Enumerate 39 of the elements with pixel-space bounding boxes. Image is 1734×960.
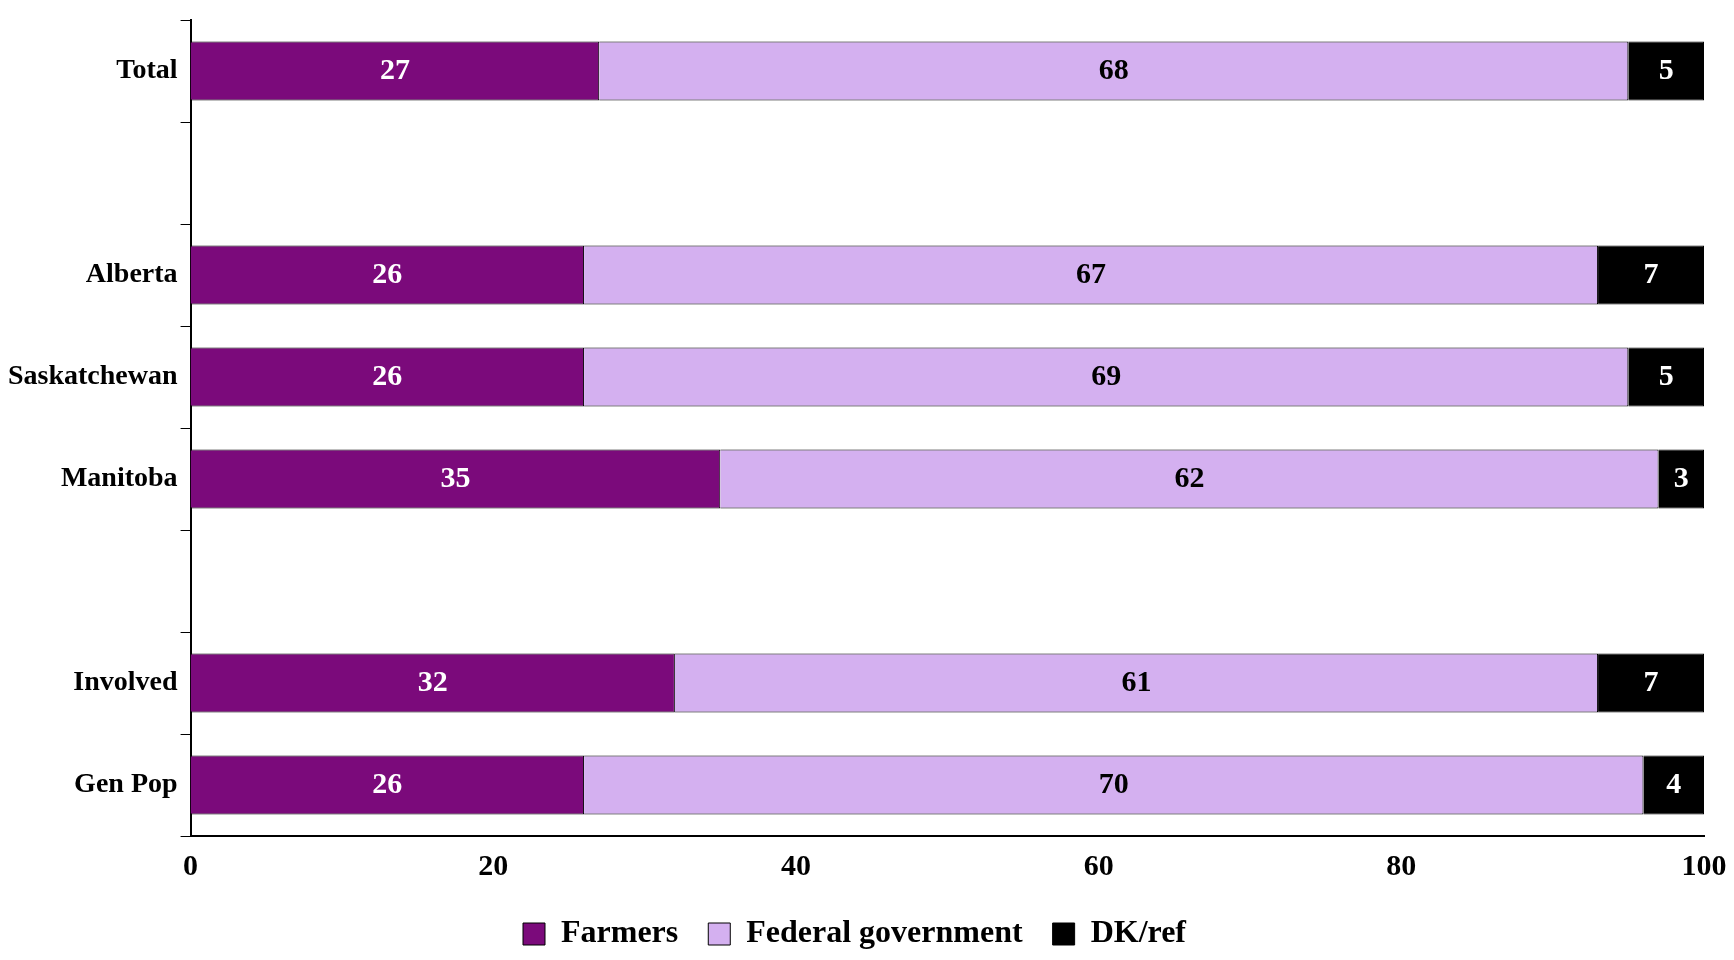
data-label: 27 [379, 51, 410, 85]
legend-label: Farmers [561, 913, 679, 950]
legend-label: Federal government [746, 913, 1023, 950]
data-label: 70 [1098, 765, 1129, 799]
x-tick-label: 20 [478, 847, 509, 881]
data-label: 68 [1098, 51, 1129, 85]
legend-label: DK/ref [1090, 913, 1187, 950]
data-label: 62 [1174, 459, 1205, 493]
y-tick-label: Alberta [85, 257, 178, 289]
data-label: 35 [440, 459, 471, 493]
bar [1658, 449, 1704, 509]
data-label: 69 [1091, 357, 1122, 391]
data-label: 26 [372, 255, 403, 289]
bar [1598, 653, 1704, 713]
data-label: 3 [1673, 459, 1689, 493]
y-tick-label: Gen Pop [74, 767, 178, 799]
bar [1598, 245, 1704, 305]
data-label: 7 [1643, 255, 1659, 289]
x-tick-label: 0 [183, 847, 199, 881]
data-label: 5 [1658, 51, 1674, 85]
y-tick-label: Manitoba [60, 461, 178, 493]
y-tick-label: Total [116, 53, 178, 85]
x-tick-label: 100 [1681, 847, 1727, 881]
data-label: 67 [1076, 255, 1107, 289]
bar [1628, 347, 1704, 407]
data-label: 32 [417, 663, 448, 697]
x-tick-label: 40 [780, 847, 811, 881]
bar [1628, 41, 1704, 101]
y-tick-label: Involved [73, 665, 179, 697]
x-tick-label: 80 [1386, 847, 1417, 881]
y-tick-label: Saskatchewan [7, 359, 179, 391]
data-label: 61 [1121, 663, 1152, 697]
data-label: 7 [1643, 663, 1659, 697]
bar [1643, 755, 1704, 815]
data-label: 26 [372, 765, 403, 799]
data-label: 4 [1666, 765, 1682, 799]
data-label: 5 [1658, 357, 1674, 391]
x-tick-label: 60 [1083, 847, 1114, 881]
data-label: 26 [372, 357, 403, 391]
